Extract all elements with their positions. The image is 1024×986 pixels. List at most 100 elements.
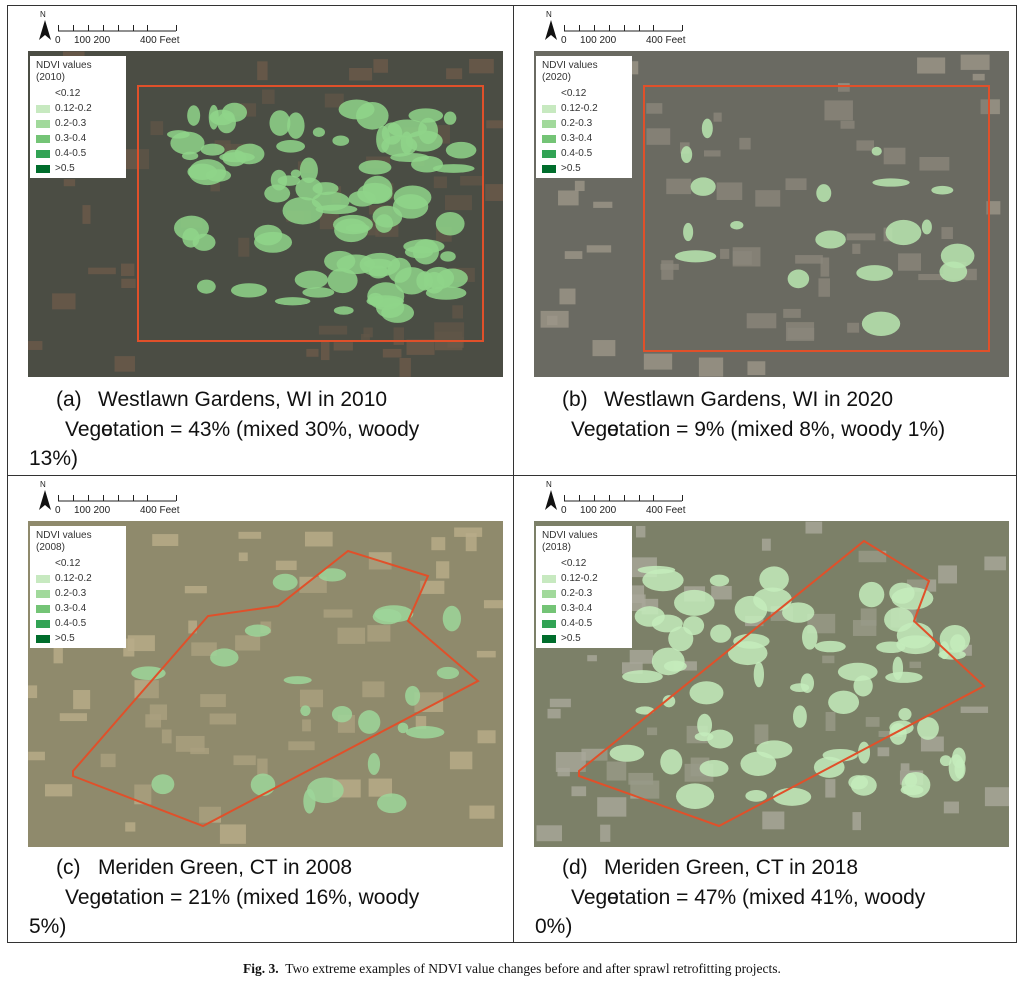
legend-swatch bbox=[542, 589, 556, 598]
panel-detail: o Vegetation = 47% (mixed 41%, woody 0%) bbox=[535, 883, 961, 941]
site-boundary bbox=[137, 85, 484, 342]
building bbox=[698, 357, 724, 377]
building bbox=[449, 751, 473, 770]
building bbox=[414, 692, 444, 712]
building bbox=[45, 784, 73, 797]
vegetation-patch bbox=[405, 726, 445, 739]
panel-label: (b) bbox=[562, 388, 588, 411]
building bbox=[622, 662, 643, 674]
vegetation-patch bbox=[676, 783, 715, 809]
legend-label: <0.12 bbox=[55, 557, 81, 569]
building bbox=[536, 825, 562, 842]
vegetation-patch bbox=[680, 146, 693, 164]
divider bbox=[513, 6, 514, 942]
building bbox=[28, 751, 45, 761]
vegetation-patch bbox=[445, 141, 477, 159]
vegetation-patch bbox=[660, 749, 683, 775]
vegetation-patch bbox=[896, 622, 933, 649]
scale-bar: N 0 100 200 400 Feet bbox=[28, 10, 248, 50]
vegetation-text: Vegetation = 21% (mixed 16%, woody 5%) bbox=[29, 886, 420, 938]
vegetation-patch bbox=[435, 212, 465, 236]
building bbox=[125, 822, 136, 832]
legend: NDVI values (2020) <0.12 0.12-0.2 0.2-0.3 0.3… bbox=[536, 56, 632, 178]
building bbox=[257, 758, 268, 777]
building bbox=[943, 801, 959, 814]
vegetation-patch bbox=[264, 184, 291, 203]
legend-row: >0.5 bbox=[36, 161, 120, 176]
legend-swatch bbox=[542, 104, 556, 113]
vegetation-patch bbox=[730, 220, 744, 230]
vegetation-patch bbox=[609, 744, 645, 762]
legend-swatch bbox=[542, 574, 556, 583]
building bbox=[406, 339, 435, 355]
legend-swatch bbox=[542, 604, 556, 613]
legend-row: 0.4-0.5 bbox=[36, 616, 120, 631]
legend-swatch bbox=[36, 589, 50, 598]
vegetation-patch bbox=[277, 175, 301, 186]
vegetation-patch bbox=[872, 178, 910, 187]
legend-swatch bbox=[36, 104, 50, 113]
vegetation-patch bbox=[331, 705, 353, 723]
building bbox=[626, 61, 639, 75]
legend-swatch bbox=[36, 164, 50, 173]
north-label: N bbox=[40, 480, 46, 489]
site-area bbox=[644, 86, 989, 351]
vegetation-patch bbox=[815, 230, 846, 249]
legend-label: >0.5 bbox=[55, 162, 75, 174]
legend-swatch bbox=[542, 134, 556, 143]
vegetation-patch bbox=[425, 286, 467, 300]
building bbox=[852, 243, 861, 254]
vegetation-patch bbox=[814, 640, 846, 653]
vegetation-patch bbox=[272, 573, 298, 591]
legend-row: 0.12-0.2 bbox=[36, 571, 120, 586]
building bbox=[713, 112, 722, 122]
scale-label: 0 bbox=[561, 505, 567, 516]
vegetation-patch bbox=[443, 111, 457, 125]
legend-row: 0.4-0.5 bbox=[542, 616, 626, 631]
vegetation-patch bbox=[287, 112, 305, 139]
vegetation-patch bbox=[694, 732, 714, 742]
caption-label: Fig. 3. bbox=[243, 961, 279, 976]
building bbox=[785, 322, 815, 341]
building bbox=[846, 233, 876, 241]
vegetation-patch bbox=[891, 587, 934, 610]
legend-row: >0.5 bbox=[36, 631, 120, 646]
vegetation-patch bbox=[753, 661, 765, 688]
building bbox=[984, 787, 1009, 807]
vegetation-patch bbox=[290, 169, 301, 178]
building bbox=[865, 717, 880, 727]
building bbox=[257, 61, 268, 81]
building bbox=[837, 83, 850, 92]
vegetation-patch bbox=[345, 223, 370, 233]
building bbox=[367, 625, 391, 642]
building bbox=[909, 661, 922, 669]
vegetation-patch bbox=[782, 602, 815, 623]
figure-frame: N 0 100 200 400 Feet NDVI values (2010) <0.12 0… bbox=[7, 5, 1017, 943]
building bbox=[795, 255, 823, 264]
building bbox=[840, 120, 855, 129]
legend-year: (2020) bbox=[542, 72, 571, 83]
building bbox=[920, 736, 944, 752]
vegetation-patch bbox=[952, 747, 966, 769]
vegetation-patch bbox=[727, 641, 768, 666]
building bbox=[661, 260, 674, 280]
building bbox=[53, 644, 63, 664]
legend-year: (2008) bbox=[36, 542, 65, 553]
building bbox=[433, 176, 447, 189]
vegetation-patch bbox=[187, 163, 218, 181]
legend-swatch bbox=[36, 634, 50, 643]
legend-swatch bbox=[36, 149, 50, 158]
vegetation-patch bbox=[302, 287, 335, 298]
vegetation-patch bbox=[307, 777, 344, 804]
vegetation-patch bbox=[792, 705, 807, 728]
building bbox=[547, 708, 561, 719]
legend-row: 0.3-0.4 bbox=[542, 601, 626, 616]
building bbox=[88, 267, 116, 275]
panel: N 0 100 200 400 Feet NDVI values (2018) <0.12 0… bbox=[514, 476, 1019, 946]
vegetation-patch bbox=[442, 605, 462, 632]
arrow-shape bbox=[545, 20, 557, 40]
building bbox=[238, 552, 248, 562]
panel-detail: o Vegetation = 21% (mixed 16%, woody 5%) bbox=[29, 883, 455, 941]
building bbox=[984, 556, 1006, 571]
vegetation-patch bbox=[642, 568, 684, 592]
